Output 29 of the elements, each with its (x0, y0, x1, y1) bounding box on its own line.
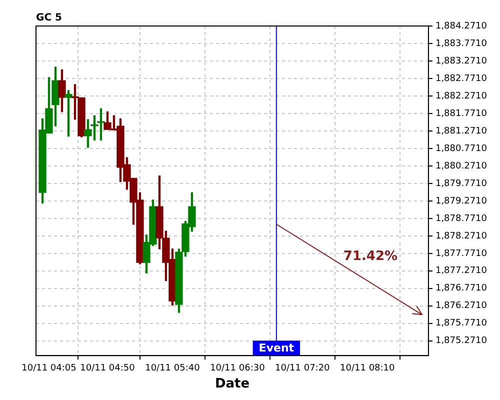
y-tick-label: 1,882.7710 (435, 74, 488, 84)
y-tick-label: 1,882.2710 (435, 91, 488, 102)
x-axis-title: Date (214, 376, 250, 392)
y-tick-label: 1,880.7710 (435, 144, 488, 154)
y-tick-label: 1,876.7710 (435, 284, 488, 294)
y-tick-label: 1,879.2710 (435, 196, 488, 206)
x-tick-label: 10/11 07:20 (275, 363, 330, 374)
y-tick-label: 1,878.7710 (435, 214, 488, 224)
y-tick-label: 1,883.7710 (435, 38, 488, 49)
y-tick-label: 1,878.2710 (435, 231, 488, 242)
y-tick-label: 1,879.7710 (435, 178, 488, 189)
y-tick-label: 1,877.2710 (435, 266, 488, 276)
x-tick-label: 10/11 04:50 (80, 363, 136, 374)
x-tick-label: 10/11 08:10 (340, 363, 396, 374)
y-tick-label: 1,875.2710 (435, 336, 488, 346)
x-tick-label: 10/11 05:40 (145, 363, 200, 374)
ref-line-label: Event (258, 341, 294, 354)
y-tick-label: 1,883.2710 (435, 56, 488, 66)
x-tick-label: 10/11 04:05 (22, 363, 76, 374)
y-tick-label: 1,881.7710 (435, 108, 488, 119)
y-tick-label: 1,876.2710 (435, 301, 488, 312)
y-tick-label: 1,880.2710 (435, 161, 488, 172)
y-tick-label: 1,875.7710 (435, 318, 488, 329)
annotation: 71.42% (343, 249, 398, 264)
chart-title: GC 5 (36, 12, 62, 24)
y-tick-label: 1,884.2710 (435, 21, 488, 32)
y-tick-label: 1,881.2710 (435, 126, 488, 136)
x-tick-label: 10/11 06:30 (210, 363, 266, 374)
y-tick-label: 1,877.7710 (435, 248, 488, 259)
